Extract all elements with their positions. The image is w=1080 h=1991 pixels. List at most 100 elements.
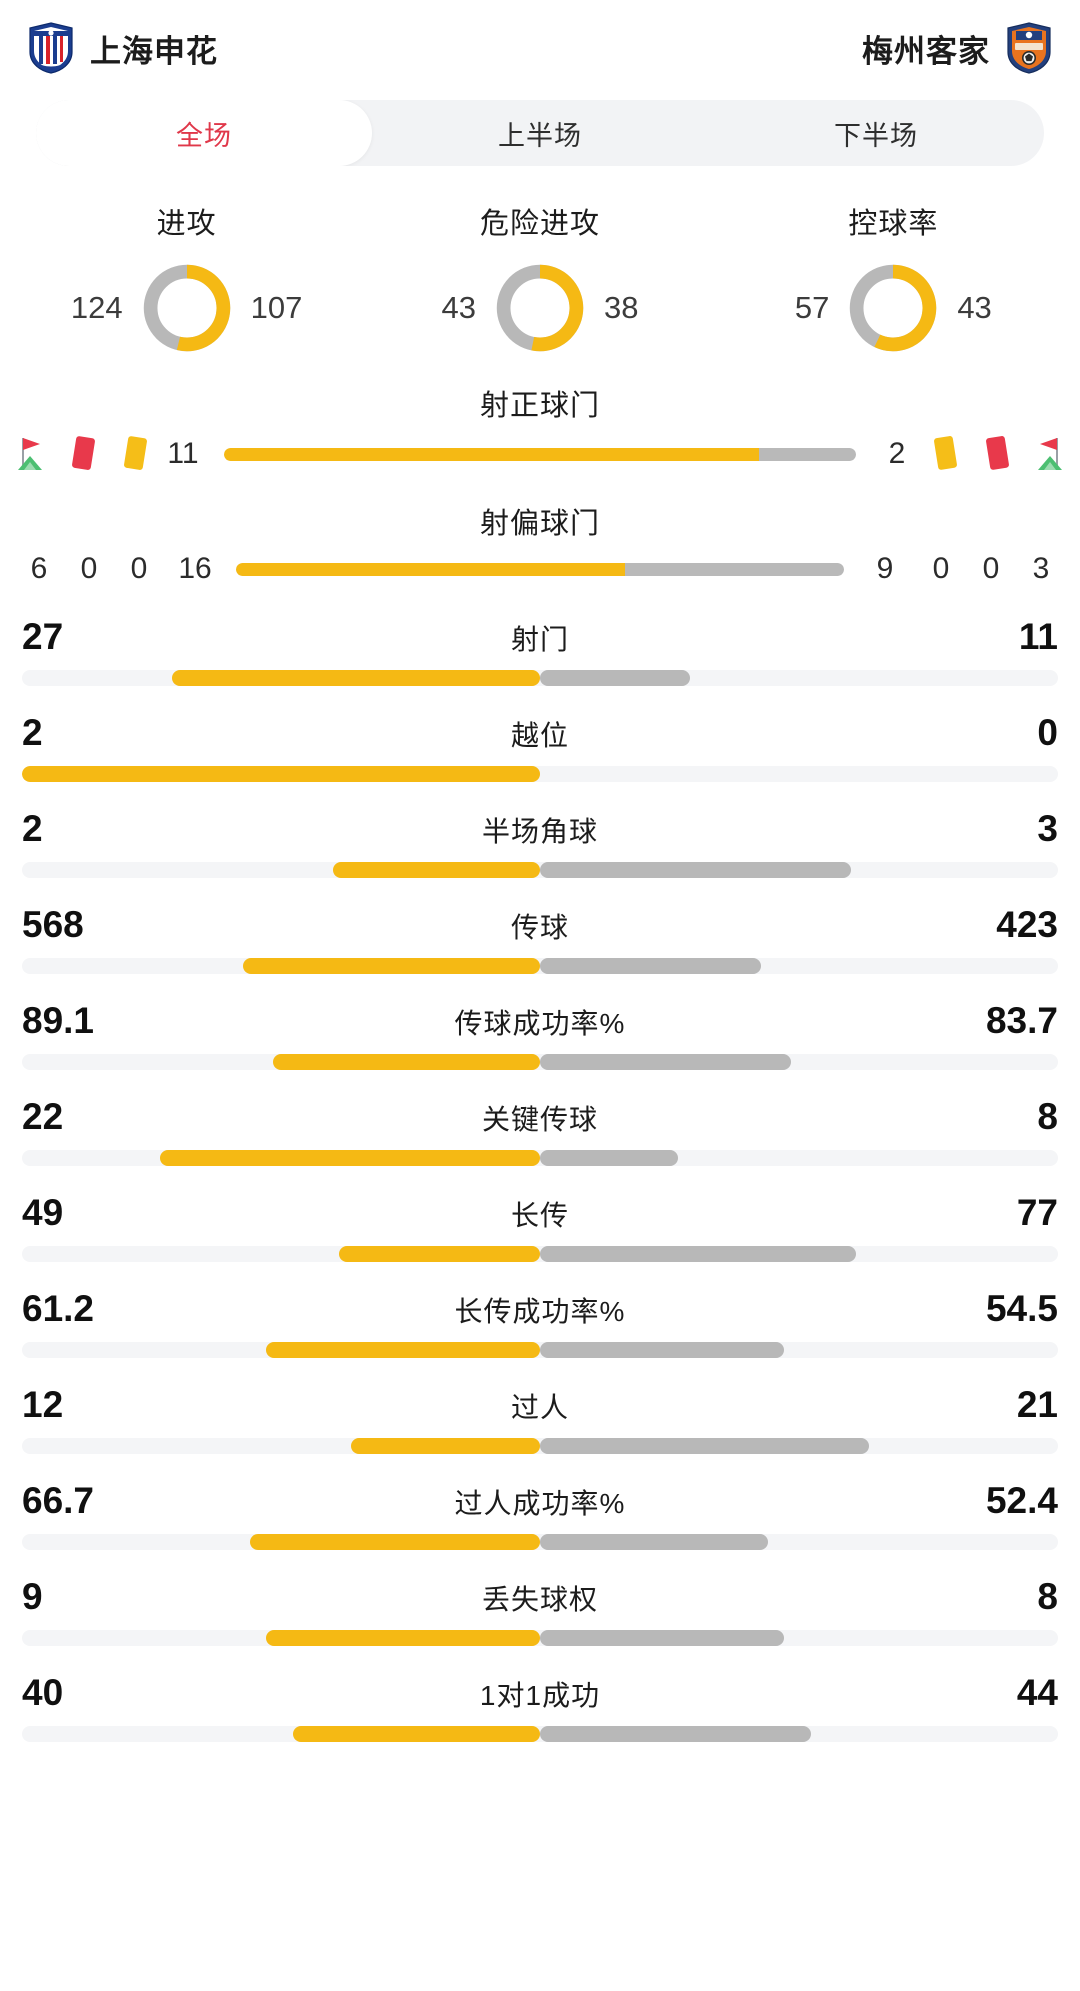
- stat-away-value: 3: [1037, 808, 1058, 849]
- stat-label: 长传: [510, 1200, 569, 1231]
- stat-home-bar: [249, 1534, 540, 1550]
- stat-home-bar: [22, 766, 540, 782]
- stat-row: 12 过人 21: [22, 1384, 1058, 1454]
- tab-full-match-label: 全场: [176, 120, 232, 151]
- stat-home-value: 40: [22, 1672, 64, 1713]
- tab-first-half[interactable]: 上半场: [372, 100, 708, 166]
- stat-away-bar: [540, 1726, 812, 1742]
- shots-on-target-section: 射正球门 11 2: [0, 382, 1080, 474]
- stat-head: 49 长传 77: [22, 1192, 1058, 1234]
- stat-head: 22 关键传球 8: [22, 1096, 1058, 1138]
- donut-stats-section: 进攻 124 107 危险进攻 43 38 控球率: [0, 200, 1080, 356]
- stat-away-bar: [540, 1342, 784, 1358]
- stat-track: [22, 1054, 1058, 1070]
- stat-head: 40 1对1成功 44: [22, 1672, 1058, 1714]
- shots-on-target-away-bar: [758, 447, 856, 461]
- stat-bars-section: 27 射门 11 2 越位 0 2 半场角球 3: [0, 616, 1080, 1742]
- stat-away-bar: [540, 1150, 679, 1166]
- stat-row: 89.1 传球成功率% 83.7: [22, 1000, 1058, 1070]
- stat-away-value: 44: [1016, 1672, 1058, 1713]
- stat-home-bar: [265, 1630, 540, 1646]
- donut-attacks-home-value: 124: [70, 290, 123, 325]
- stat-home-bar: [332, 862, 540, 878]
- donut-attacks: 进攻 124 107: [10, 200, 363, 356]
- stat-away-bar: [540, 958, 762, 974]
- stat-row: 27 射门 11: [22, 616, 1058, 686]
- stat-label: 长传成功率%: [454, 1296, 626, 1327]
- donut-dangerous-attacks-away-value: 38: [603, 290, 639, 325]
- shots-on-target-away-value: 2: [888, 437, 906, 470]
- home-icon-group: [14, 434, 152, 474]
- stat-away-bar: [540, 1246, 857, 1262]
- donut-dangerous-attacks-home-value: 43: [441, 290, 476, 325]
- stat-away-bar: [540, 670, 690, 686]
- stat-away-bar: [540, 1438, 870, 1454]
- yellow-card-icon: [934, 436, 957, 470]
- period-tabbar: 全场 上半场 下半场: [36, 100, 1044, 166]
- stat-home-bar: [243, 958, 540, 974]
- stat-row: 9 丢失球权 8: [22, 1576, 1058, 1646]
- away-team[interactable]: 梅州客家: [862, 22, 1052, 74]
- stat-away-bar: [540, 1534, 768, 1550]
- donut-dangerous-attacks: 危险进攻 43 38: [363, 200, 716, 356]
- away-corner-count: 3: [1032, 552, 1050, 585]
- stat-head: 27 射门 11: [22, 616, 1058, 658]
- tab-full-match[interactable]: 全场: [36, 100, 372, 166]
- stat-label: 越位: [510, 720, 569, 751]
- stat-track: [22, 766, 1058, 782]
- stat-track: [22, 1438, 1058, 1454]
- stat-track: [22, 1534, 1058, 1550]
- donut-dangerous-attacks-row: 43 38: [414, 260, 666, 356]
- donut-dangerous-attacks-label: 危险进攻: [479, 208, 600, 240]
- corner-flag-icon: [1038, 438, 1062, 470]
- stat-home-value: 27: [22, 616, 64, 657]
- shots-on-target-body: 11 2: [14, 434, 1066, 474]
- away-count-group: 0 0 3: [916, 552, 1066, 586]
- tab-first-half-label: 上半场: [498, 120, 582, 151]
- away-icon-group: [928, 434, 1066, 474]
- red-card-icon: [72, 436, 95, 470]
- donut-dangerous-attacks-chart: [492, 260, 588, 356]
- tab-second-half-label: 下半场: [834, 120, 918, 151]
- stat-head: 9 丢失球权 8: [22, 1576, 1058, 1618]
- stat-away-value: 54.5: [985, 1288, 1058, 1329]
- period-tabs-container: 全场 上半场 下半场: [0, 78, 1080, 166]
- home-team[interactable]: 上海申花: [28, 22, 218, 74]
- home-count-group: 6 0 0: [14, 552, 164, 586]
- donut-attacks-chart: [139, 260, 235, 356]
- red-card-icon: [986, 436, 1009, 470]
- donut-possession-home-value: 57: [794, 290, 830, 325]
- home-team-name: 上海申花: [90, 33, 218, 69]
- stat-head: 568 传球 423: [22, 904, 1058, 946]
- shots-on-target-bar: [224, 447, 856, 461]
- stat-row: 61.2 长传成功率% 54.5: [22, 1288, 1058, 1358]
- stat-label: 过人成功率%: [454, 1488, 626, 1519]
- donut-attacks-label: 进攻: [156, 208, 217, 240]
- stat-head: 12 过人 21: [22, 1384, 1058, 1426]
- shots-off-target-label: 射偏球门: [479, 508, 600, 540]
- stat-label: 关键传球: [481, 1104, 598, 1135]
- donut-attacks-away-value: 107: [250, 290, 303, 325]
- stat-home-value: 12: [22, 1384, 64, 1425]
- stat-label: 1对1成功: [479, 1680, 601, 1711]
- stat-track: [22, 670, 1058, 686]
- stat-track: [22, 1246, 1058, 1262]
- stat-track: [22, 1150, 1058, 1166]
- home-yellow-card-count: 0: [130, 552, 148, 585]
- donut-possession-label: 控球率: [848, 208, 939, 240]
- away-team-name: 梅州客家: [862, 33, 990, 69]
- stat-home-bar: [160, 1150, 540, 1166]
- shots-off-target-bar: [236, 562, 844, 576]
- stat-row: 40 1对1成功 44: [22, 1672, 1058, 1742]
- stat-away-value: 21: [1016, 1384, 1058, 1425]
- stat-row: 66.7 过人成功率% 52.4: [22, 1480, 1058, 1550]
- stat-away-value: 0: [1037, 712, 1058, 753]
- tab-second-half[interactable]: 下半场: [708, 100, 1044, 166]
- stat-track: [22, 958, 1058, 974]
- stat-home-value: 66.7: [22, 1480, 95, 1521]
- match-header: 上海申花 梅州客家: [0, 0, 1080, 78]
- stat-away-value: 83.7: [985, 1000, 1058, 1041]
- meizhou-hakka-crest-icon: [1006, 22, 1052, 74]
- stat-away-bar: [540, 1054, 791, 1070]
- yellow-card-icon: [124, 436, 147, 470]
